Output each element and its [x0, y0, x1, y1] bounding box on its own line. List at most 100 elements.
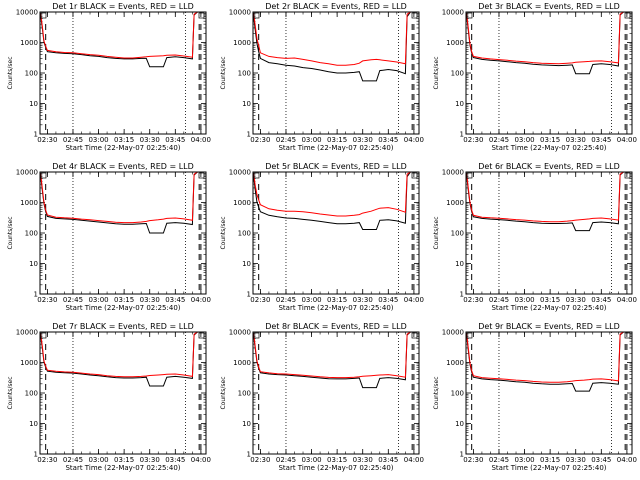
x-axis-label: Start Time (22-May-07 02:25:40) [278, 144, 393, 152]
y-tick-label: 1000 [233, 39, 251, 47]
x-tick-label: 04:00 [404, 136, 424, 144]
x-tick-label: 03:15 [114, 296, 134, 304]
y-tick-label: 10 [455, 420, 464, 428]
y-tick-label: 1 [247, 131, 251, 139]
y-tick-label: 1 [247, 451, 251, 459]
panel-title: Det 8r BLACK = Events, RED = LLD [265, 322, 407, 331]
y-tick-label: 1000 [20, 199, 38, 207]
y-tick-label: 10 [242, 100, 251, 108]
events-series-line [253, 11, 411, 82]
panel-det-5: Det 5r BLACK = Events, RED = LLD Counts/s… [220, 162, 424, 312]
y-tick-label: 10 [242, 260, 251, 268]
plot-frame [465, 331, 633, 455]
y-tick-label: 1 [34, 131, 38, 139]
x-tick-label: 03:30 [140, 456, 160, 464]
panel-det-1: Det 1r BLACK = Events, RED = LLD Counts/s… [7, 2, 211, 152]
lld-series-line [40, 331, 198, 378]
x-tick-label: 02:30 [463, 296, 483, 304]
y-tick-label: 10000 [442, 329, 464, 337]
x-tick-label: 04:00 [404, 296, 424, 304]
x-tick-label: 04:00 [404, 456, 424, 464]
y-axis-label: Counts/sec [220, 216, 227, 249]
panel-det-9: Det 9r BLACK = Events, RED = LLD Counts/s… [433, 322, 637, 472]
x-axis-label: Start Time (22-May-07 02:25:40) [491, 304, 606, 312]
x-tick-label: 02:30 [37, 136, 57, 144]
x-axis-label: Start Time (22-May-07 02:25:40) [491, 464, 606, 472]
y-axis-label: Counts/sec [220, 376, 227, 409]
y-tick-label: 100 [238, 70, 251, 78]
corner-marker [411, 332, 418, 339]
x-tick-label: 03:30 [353, 296, 373, 304]
events-series-line [40, 171, 198, 234]
y-tick-label: 10 [29, 420, 38, 428]
x-tick-label: 02:45 [276, 296, 296, 304]
x-tick-label: 02:45 [63, 456, 83, 464]
y-tick-label: 1 [247, 291, 251, 299]
y-tick-label: 100 [25, 230, 38, 238]
events-series-line [466, 331, 624, 392]
y-tick-label: 1 [34, 291, 38, 299]
y-axis-label: Counts/sec [433, 56, 440, 89]
x-tick-label: 04:00 [617, 456, 637, 464]
y-tick-label: 10000 [16, 9, 38, 17]
panel-title: Det 3r BLACK = Events, RED = LLD [478, 2, 620, 11]
events-series-line [253, 331, 411, 389]
x-tick-label: 03:45 [165, 456, 185, 464]
x-tick-label: 02:45 [489, 136, 509, 144]
lld-series-line [466, 331, 624, 383]
x-tick-label: 03:00 [88, 136, 108, 144]
plot-frame [39, 331, 207, 455]
x-tick-label: 03:30 [353, 456, 373, 464]
x-tick-label: 03:00 [514, 456, 534, 464]
y-tick-label: 10000 [229, 169, 251, 177]
corner-marker [466, 172, 473, 179]
x-tick-label: 03:15 [327, 456, 347, 464]
y-axis-label: Counts/sec [433, 376, 440, 409]
x-tick-label: 02:45 [63, 296, 83, 304]
x-tick-label: 04:00 [191, 136, 211, 144]
x-tick-label: 03:30 [566, 296, 586, 304]
y-tick-label: 1000 [20, 359, 38, 367]
x-tick-label: 04:00 [617, 296, 637, 304]
corner-marker [198, 12, 205, 19]
corner-marker [198, 332, 205, 339]
y-tick-label: 1 [460, 291, 464, 299]
y-tick-label: 10 [455, 260, 464, 268]
x-tick-label: 02:45 [276, 136, 296, 144]
events-series-line [466, 171, 624, 232]
y-axis-label: Counts/sec [7, 376, 14, 409]
x-tick-label: 04:00 [191, 456, 211, 464]
panel-title: Det 4r BLACK = Events, RED = LLD [52, 162, 194, 171]
x-tick-label: 03:15 [327, 136, 347, 144]
x-tick-label: 03:00 [514, 296, 534, 304]
corner-marker [253, 12, 260, 19]
y-tick-label: 10 [29, 260, 38, 268]
events-series-line [40, 331, 198, 387]
corner-marker [411, 12, 418, 19]
y-tick-label: 1000 [20, 39, 38, 47]
x-tick-label: 03:15 [540, 296, 560, 304]
y-tick-label: 1 [460, 131, 464, 139]
x-axis-label: Start Time (22-May-07 02:25:40) [65, 304, 180, 312]
y-tick-label: 1000 [446, 39, 464, 47]
y-tick-label: 100 [238, 230, 251, 238]
corner-marker [624, 172, 631, 179]
lld-series-line [253, 331, 411, 379]
plot-frame [465, 11, 633, 135]
lld-series-line [466, 11, 624, 65]
y-tick-label: 10 [242, 420, 251, 428]
x-tick-label: 03:00 [88, 296, 108, 304]
x-tick-label: 03:45 [378, 296, 398, 304]
x-tick-label: 04:00 [191, 296, 211, 304]
y-tick-label: 100 [451, 390, 464, 398]
x-tick-label: 02:30 [463, 136, 483, 144]
x-tick-label: 03:00 [301, 296, 321, 304]
x-axis-label: Start Time (22-May-07 02:25:40) [65, 144, 180, 152]
events-series-line [253, 171, 411, 230]
lld-series-line [466, 171, 624, 223]
y-tick-label: 10000 [229, 9, 251, 17]
panel-title: Det 2r BLACK = Events, RED = LLD [265, 2, 407, 11]
x-tick-label: 03:15 [327, 296, 347, 304]
x-tick-label: 03:30 [566, 136, 586, 144]
y-tick-label: 10000 [229, 329, 251, 337]
